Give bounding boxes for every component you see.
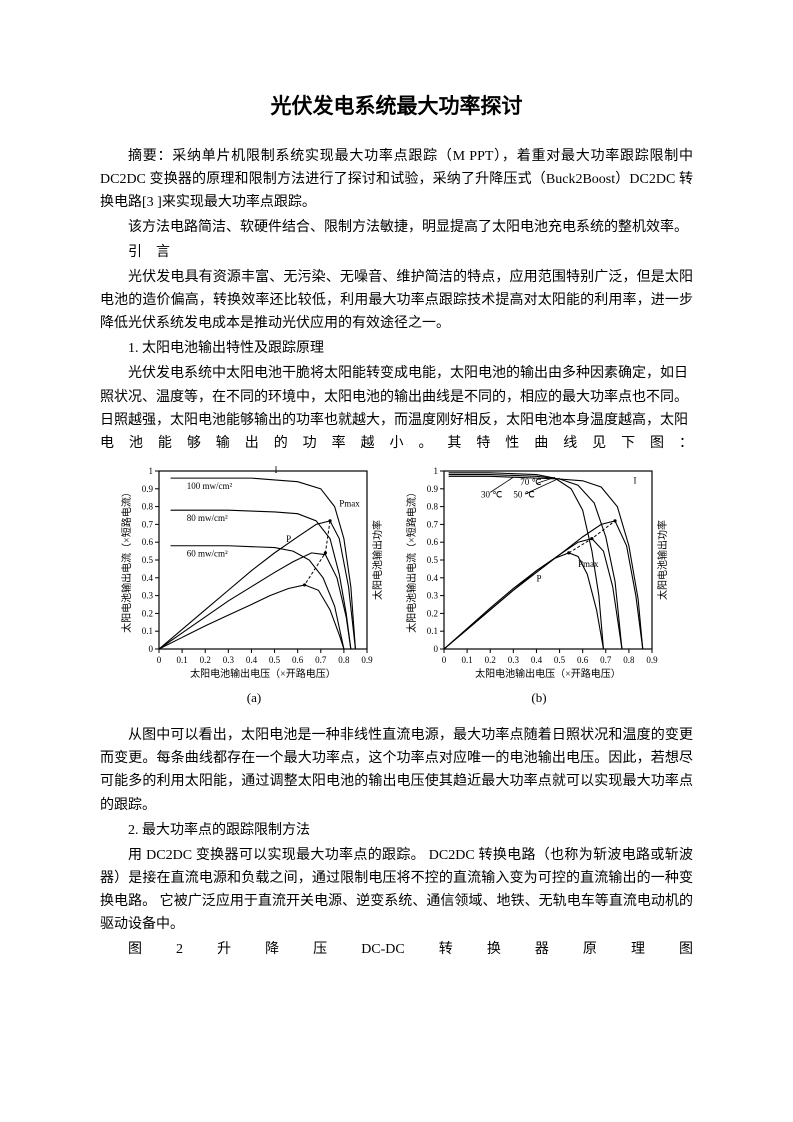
svg-text:0: 0 (434, 644, 439, 654)
svg-text:0.5: 0.5 (554, 655, 566, 665)
intro-p1: 光伏发电具有资源丰富、无污染、无噪音、维护简洁的特点，应用范围特别广泛，但是太阳… (100, 266, 693, 335)
abstract-p2: 该方法电路简洁、软硬件结合、限制方法敏捷，明显提高了太阳电池充电系统的整机效率。 (100, 216, 693, 239)
svg-text:0.6: 0.6 (292, 655, 304, 665)
svg-text:0.8: 0.8 (142, 501, 154, 511)
svg-text:0.1: 0.1 (461, 655, 472, 665)
svg-text:太阳电池输出电流（×短路电流）: 太阳电池输出电流（×短路电流） (405, 487, 418, 633)
svg-text:0.3: 0.3 (508, 655, 520, 665)
svg-text:0.3: 0.3 (223, 655, 235, 665)
svg-text:0.2: 0.2 (485, 655, 496, 665)
svg-text:太阳电池输出功率: 太阳电池输出功率 (371, 520, 384, 600)
svg-text:0.9: 0.9 (361, 655, 373, 665)
chart-a-wrap: 0 0.1 0.2 0.3 0.4 0.5 0.6 0.7 0.8 0.9 0 0.1 0.2 0.3 0.… (119, 463, 389, 708)
svg-text:0.9: 0.9 (427, 484, 439, 494)
svg-text:0.8: 0.8 (427, 501, 439, 511)
svg-text:0.8: 0.8 (623, 655, 635, 665)
svg-text:0.2: 0.2 (200, 655, 211, 665)
svg-text:0.6: 0.6 (427, 537, 439, 547)
page-title: 光伏发电系统最大功率探讨 (100, 90, 693, 125)
svg-text:P: P (536, 573, 541, 583)
chart-a: 0 0.1 0.2 0.3 0.4 0.5 0.6 0.7 0.8 0.9 0 0.1 0.2 0.3 0.… (119, 463, 389, 683)
svg-text:0.8: 0.8 (338, 655, 350, 665)
svg-text:0.7: 0.7 (315, 655, 327, 665)
chart-b-wrap: 0 0.1 0.2 0.3 0.4 0.5 0.6 0.7 0.8 0.9 0 0.1 0.2 0.3 0.… (404, 463, 674, 708)
svg-text:0: 0 (149, 644, 154, 654)
svg-text:0.2: 0.2 (427, 608, 438, 618)
svg-text:0.9: 0.9 (142, 484, 154, 494)
abstract-p1: 摘要：采纳单片机限制系统实现最大功率点跟踪（M PPT），着重对最大功率跟踪限制… (100, 145, 693, 214)
chart-a-caption: (a) (247, 687, 261, 708)
figure-1: 0 0.1 0.2 0.3 0.4 0.5 0.6 0.7 0.8 0.9 0 0.1 0.2 0.3 0.… (100, 463, 693, 708)
svg-text:80 mw/cm²: 80 mw/cm² (187, 513, 228, 523)
svg-text:1: 1 (434, 466, 439, 476)
svg-text:太阳电池输出电压（×开路电压）: 太阳电池输出电压（×开路电压） (190, 667, 336, 680)
svg-text:60 mw/cm²: 60 mw/cm² (187, 548, 228, 558)
sec2-p1: 用 DC2DC 变换器可以实现最大功率点的跟踪。 DC2DC 转换电路（也称为斩… (100, 844, 693, 936)
svg-text:I: I (275, 465, 278, 475)
svg-text:0.1: 0.1 (142, 626, 153, 636)
svg-text:Pmax: Pmax (578, 559, 599, 569)
svg-text:Pmax: Pmax (339, 498, 360, 508)
sec1-p1: 光伏发电系统中太阳电池干脆将太阳能转变成电能，太阳电池的输出由多种因素确定，如日… (100, 362, 693, 454)
svg-text:0.3: 0.3 (427, 590, 439, 600)
svg-text:P: P (286, 534, 291, 544)
section-intro: 引 言 (100, 241, 693, 264)
svg-text:0.4: 0.4 (142, 573, 154, 583)
chart-b-caption: (b) (531, 687, 546, 708)
section-2: 2. 最大功率点的跟踪限制方法 (100, 819, 693, 842)
svg-text:1: 1 (149, 466, 154, 476)
svg-text:0.6: 0.6 (142, 537, 154, 547)
svg-text:0.9: 0.9 (646, 655, 658, 665)
svg-text:0.5: 0.5 (427, 555, 439, 565)
svg-text:太阳电池输出功率: 太阳电池输出功率 (656, 520, 669, 600)
svg-text:0.7: 0.7 (600, 655, 612, 665)
svg-text:0: 0 (157, 655, 162, 665)
sec1-p2: 从图中可以看出，太阳电池是一种非线性直流电源，最大功率点随着日照状况和温度的变更… (100, 724, 693, 816)
svg-text:0.6: 0.6 (577, 655, 589, 665)
svg-text:I: I (634, 475, 637, 485)
svg-text:0.4: 0.4 (531, 655, 543, 665)
svg-text:0: 0 (442, 655, 447, 665)
svg-text:0.7: 0.7 (427, 519, 439, 529)
svg-text:0.5: 0.5 (142, 555, 154, 565)
svg-text:0.1: 0.1 (176, 655, 187, 665)
svg-text:0.2: 0.2 (142, 608, 153, 618)
svg-text:100 mw/cm²: 100 mw/cm² (187, 481, 233, 491)
chart-b: 0 0.1 0.2 0.3 0.4 0.5 0.6 0.7 0.8 0.9 0 0.1 0.2 0.3 0.… (404, 463, 674, 683)
svg-text:0.5: 0.5 (269, 655, 281, 665)
section-1: 1. 太阳电池输出特性及跟踪原理 (100, 337, 693, 360)
svg-text:0.4: 0.4 (427, 573, 439, 583)
svg-text:太阳电池输出电压（×开路电压）: 太阳电池输出电压（×开路电压） (475, 667, 621, 680)
svg-text:0.1: 0.1 (427, 626, 438, 636)
svg-text:0.4: 0.4 (246, 655, 258, 665)
svg-text:70 ℃: 70 ℃ (520, 477, 541, 487)
svg-text:0.3: 0.3 (142, 590, 154, 600)
svg-text:0.7: 0.7 (142, 519, 154, 529)
svg-text:太阳电池输出电流（×短路电流）: 太阳电池输出电流（×短路电流） (120, 487, 133, 633)
fig2-caption: 图 2 升 降 压 DC-DC 转 换 器 原 理 图 (100, 938, 693, 961)
